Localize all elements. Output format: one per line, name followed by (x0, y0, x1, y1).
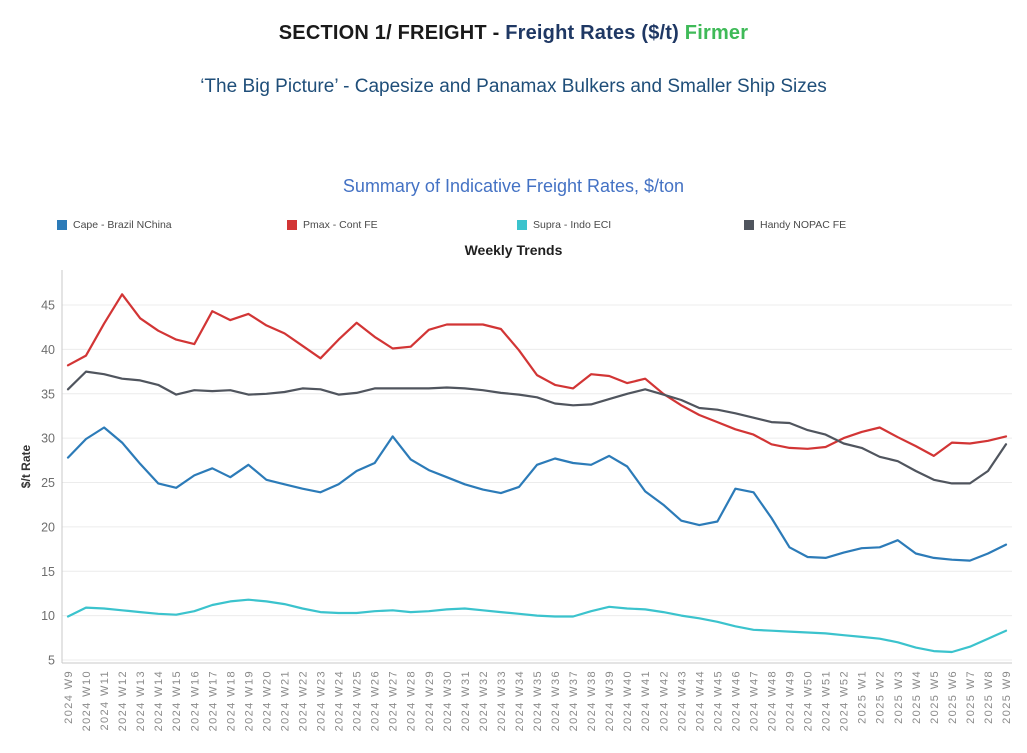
x-tick-label: 2024 W18 (225, 670, 237, 731)
x-tick-label: 2025 W6 (947, 670, 959, 724)
x-tick-label: 2024 W45 (712, 670, 724, 731)
legend-swatch-pmax (287, 220, 297, 230)
x-tick-label: 2024 W13 (135, 670, 147, 731)
x-tick-label: 2024 W33 (496, 670, 508, 731)
page-subtitle: ‘The Big Picture’ - Capesize and Panamax… (200, 76, 827, 97)
legend-label: Supra - Indo ECI (533, 219, 612, 231)
x-tick-label: 2024 W37 (568, 670, 580, 731)
x-tick-label: 2024 W23 (316, 670, 328, 731)
legend-item-cape: Cape - Brazil NChina (57, 218, 172, 232)
x-tick-label: 2024 W20 (261, 670, 273, 731)
x-tick-label: 2024 W12 (117, 670, 129, 731)
legend-label: Pmax - Cont FE (303, 219, 378, 231)
legend-label: Cape - Brazil NChina (73, 219, 172, 231)
x-tick-label: 2024 W27 (388, 670, 400, 731)
x-tick-label: 2024 W11 (99, 670, 111, 731)
chart-title: Summary of Indicative Freight Rates, $/t… (342, 176, 685, 196)
x-tick-label: 2024 W24 (334, 670, 346, 731)
x-tick-label: 2025 W8 (983, 670, 995, 724)
x-tick-label: 2024 W10 (81, 670, 93, 731)
x-tick-label: 2024 W41 (640, 670, 652, 731)
x-tick-label: 2024 W43 (676, 670, 688, 731)
series-line-pmax (66, 293, 1008, 457)
legend-item-pmax: Pmax - Cont FE (287, 218, 378, 232)
series-line-cape (66, 426, 1008, 562)
x-tick-label: 2024 W50 (803, 670, 815, 731)
chart-subtitle: Weekly Trends (464, 242, 563, 258)
legend-item-supra: Supra - Indo ECI (517, 218, 611, 232)
y-tick-label: 30 (41, 432, 55, 446)
x-tick-label: 2025 W5 (929, 670, 941, 724)
x-tick-label: 2024 W52 (839, 670, 851, 731)
y-tick-label: 35 (41, 387, 55, 401)
legend-swatch-cape (57, 220, 67, 230)
x-tick-label: 2024 W31 (460, 670, 472, 731)
x-tick-label: 2024 W34 (514, 670, 526, 731)
status-firmer: Firmer (684, 22, 749, 44)
y-axis-title: $/t Rate (19, 445, 33, 489)
x-tick-label: 2024 W46 (730, 670, 742, 731)
x-tick-label: 2025 W9 (1001, 670, 1013, 724)
x-tick-label: 2025 W4 (911, 670, 923, 724)
x-tick-label: 2024 W39 (604, 670, 616, 731)
y-tick-label: 40 (41, 343, 55, 357)
legend-swatch-supra (517, 220, 527, 230)
chart-legend: Cape - Brazil NChina Pmax - Cont FE Supra … (0, 218, 1027, 234)
x-tick-label: 2025 W2 (875, 670, 887, 724)
x-tick-label: 2024 W29 (424, 670, 436, 731)
x-tick-label: 2024 W32 (478, 670, 490, 731)
page-title: SECTION 1/ FREIGHT - Freight Rates ($/t)… (0, 22, 1027, 45)
legend-swatch-handy (744, 220, 754, 230)
x-tick-label: 2024 W48 (767, 670, 779, 731)
x-tick-label: 2024 W38 (586, 670, 598, 731)
section-label: SECTION 1/ FREIGHT - (278, 22, 506, 44)
y-tick-label: 10 (41, 609, 55, 623)
y-tick-label: 15 (41, 565, 55, 579)
y-tick-label: 20 (41, 520, 55, 534)
title-freight-rates: Freight Rates ($/t) (505, 22, 680, 44)
x-tick-label: 2024 W25 (352, 670, 364, 731)
legend-item-handy: Handy NOPAC FE (744, 218, 846, 232)
x-tick-label: 2024 W16 (189, 670, 201, 731)
y-tick-label: 5 (48, 654, 55, 668)
series-line-supra (66, 598, 1008, 654)
x-tick-label: 2024 W49 (785, 670, 797, 731)
x-tick-label: 2024 W9 (63, 670, 75, 724)
x-tick-label: 2024 W51 (821, 670, 833, 731)
x-tick-label: 2024 W19 (243, 670, 255, 731)
x-tick-label: 2024 W21 (279, 670, 291, 731)
y-tick-label: 45 (41, 299, 55, 313)
x-tick-label: 2024 W26 (370, 670, 382, 731)
x-tick-label: 2024 W44 (694, 670, 706, 731)
x-tick-label: 2024 W15 (171, 670, 183, 731)
series-line-handy (66, 370, 1008, 485)
x-tick-label: 2025 W7 (965, 670, 977, 724)
y-tick-label: 25 (41, 476, 55, 490)
x-tick-label: 2024 W35 (532, 670, 544, 731)
x-tick-label: 2024 W17 (207, 670, 219, 731)
x-tick-label: 2024 W36 (550, 670, 562, 731)
legend-label: Handy NOPAC FE (760, 219, 847, 231)
x-tick-label: 2024 W14 (153, 670, 165, 731)
x-tick-label: 2024 W22 (298, 670, 310, 731)
x-tick-label: 2024 W28 (406, 670, 418, 731)
x-tick-label: 2024 W30 (442, 670, 454, 731)
x-tick-label: 2024 W42 (658, 670, 670, 731)
x-tick-label: 2025 W1 (857, 670, 869, 724)
x-tick-label: 2024 W40 (622, 670, 634, 731)
x-tick-label: 2024 W47 (748, 670, 760, 731)
x-tick-label: 2025 W3 (893, 670, 905, 724)
